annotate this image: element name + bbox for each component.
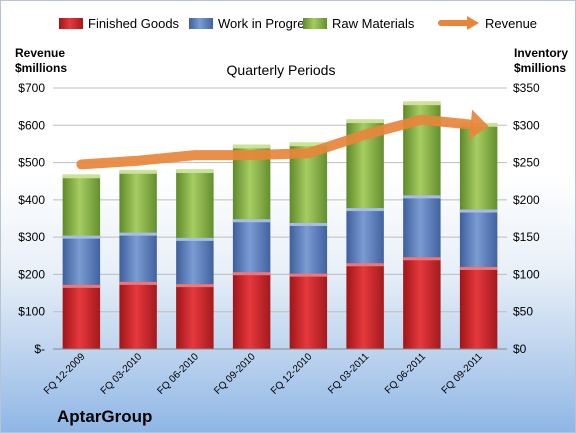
bar-finished-goods <box>346 263 384 349</box>
bar-raw-materials-cap <box>119 169 157 174</box>
revenue-line-path <box>76 114 474 170</box>
bar-work-in-progress-cap <box>346 207 384 212</box>
right-axis-tick-label: $350 <box>513 81 540 95</box>
legend: Finished Goods Work in Progress Raw Mate… <box>59 16 537 31</box>
bar-work-in-progress-cap <box>62 234 101 239</box>
bar-finished-goods-cap <box>289 272 328 277</box>
bar-raw-materials-cap <box>62 174 101 179</box>
bar-work-in-progress-cap <box>232 218 271 223</box>
right-axis-tick-label: $0 <box>513 342 527 356</box>
revenue-line-arrowhead <box>469 109 489 140</box>
bar-raw-materials-cap <box>346 119 384 124</box>
right-axis-tick-label: $200 <box>513 193 540 207</box>
bar-work-in-progress-cap <box>289 221 328 226</box>
legend-label-work-in-progress: Work in Progress <box>218 16 318 31</box>
category-label: FQ 09-2010 <box>212 351 258 397</box>
category-label: FQ 03-2010 <box>99 351 145 397</box>
bar-finished-goods-cap <box>119 280 157 285</box>
right-axis-tick-label: $100 <box>513 267 540 281</box>
bar-work-in-progress-cap <box>403 194 441 199</box>
left-axis-ticks: $- $100 $200 $300 $400 $500 $600 $700 <box>18 81 45 356</box>
left-axis-tick-label: $- <box>34 342 45 356</box>
bar-work-in-progress <box>176 237 214 285</box>
bar-finished-goods <box>176 284 214 349</box>
left-axis-tick-label: $200 <box>18 267 45 281</box>
bar-finished-goods-cap <box>403 256 441 261</box>
legend-swatch-raw-materials <box>303 18 327 29</box>
left-axis-tick-label: $600 <box>18 118 45 132</box>
bar-finished-goods-cap <box>459 265 498 270</box>
bar-raw-materials <box>62 175 101 236</box>
bar-finished-goods <box>232 272 271 349</box>
bar-finished-goods <box>62 284 101 349</box>
bar-work-in-progress-cap <box>176 236 214 241</box>
bar-work-in-progress <box>403 195 441 258</box>
bar-finished-goods-cap <box>62 283 101 288</box>
bar-raw-materials-cap <box>176 169 214 174</box>
right-axis-label-line1: Inventory <box>514 46 568 60</box>
brand-label: AptarGroup <box>57 407 152 426</box>
left-axis-label-line1: Revenue <box>15 46 65 60</box>
right-axis-tick-label: $300 <box>513 118 540 132</box>
category-axis-labels: FQ 12-2009 FQ 03-2010 FQ 06-2010 FQ 09-2010… <box>42 351 485 397</box>
bar-work-in-progress <box>289 222 328 274</box>
left-axis-label-line2: $millions <box>15 61 67 75</box>
bar-work-in-progress-cap <box>459 208 498 213</box>
bar-finished-goods-cap <box>232 271 271 276</box>
bar-finished-goods <box>459 266 498 349</box>
category-label: FQ 12-2010 <box>269 351 315 397</box>
bar-finished-goods <box>289 273 328 349</box>
legend-swatch-work-in-progress <box>189 18 213 29</box>
bar-work-in-progress <box>62 235 101 285</box>
bar-finished-goods <box>119 281 157 349</box>
bar-raw-materials <box>119 170 157 233</box>
left-axis-tick-label: $300 <box>18 230 45 244</box>
category-label: FQ 03-2011 <box>326 351 371 396</box>
left-axis-tick-label: $400 <box>18 193 45 207</box>
bar-raw-materials-cap <box>403 101 441 106</box>
bar-work-in-progress <box>232 219 271 273</box>
legend-swatch-finished-goods <box>59 18 83 29</box>
category-label: FQ 06-2011 <box>383 351 428 396</box>
right-axis-tick-label: $250 <box>513 156 540 170</box>
chart-subtitle: Quarterly Periods <box>227 62 336 78</box>
legend-swatch-revenue-arrowhead <box>467 16 479 30</box>
bar-raw-materials-cap <box>232 144 271 149</box>
bar-raw-materials <box>176 170 214 238</box>
legend-label-finished-goods: Finished Goods <box>88 16 180 31</box>
category-label: FQ 06-2010 <box>155 351 201 397</box>
left-axis-tick-label: $700 <box>18 81 45 95</box>
bar-work-in-progress <box>346 208 384 264</box>
bar-finished-goods-cap <box>346 262 384 267</box>
revenue-line <box>76 109 489 170</box>
left-axis-tick-label: $500 <box>18 156 45 170</box>
bar-work-in-progress <box>119 232 157 282</box>
bar-finished-goods <box>403 257 441 349</box>
legend-label-revenue: Revenue <box>485 16 537 31</box>
right-axis-tick-label: $50 <box>513 305 533 319</box>
right-axis-label-line2: $millions <box>514 61 566 75</box>
bar-raw-materials-cap <box>289 142 328 147</box>
right-axis-tick-label: $150 <box>513 230 540 244</box>
category-label: FQ 09-2011 <box>440 351 485 396</box>
bar-finished-goods-cap <box>176 283 214 288</box>
bar-work-in-progress-cap <box>119 231 157 236</box>
bar-raw-materials <box>459 123 498 210</box>
legend-label-raw-materials: Raw Materials <box>332 16 415 31</box>
right-axis-ticks: $0 $50 $100 $150 $200 $250 $300 $350 <box>513 81 540 356</box>
bar-work-in-progress <box>459 209 498 267</box>
left-axis-tick-label: $100 <box>18 305 45 319</box>
category-label: FQ 12-2009 <box>42 351 88 397</box>
